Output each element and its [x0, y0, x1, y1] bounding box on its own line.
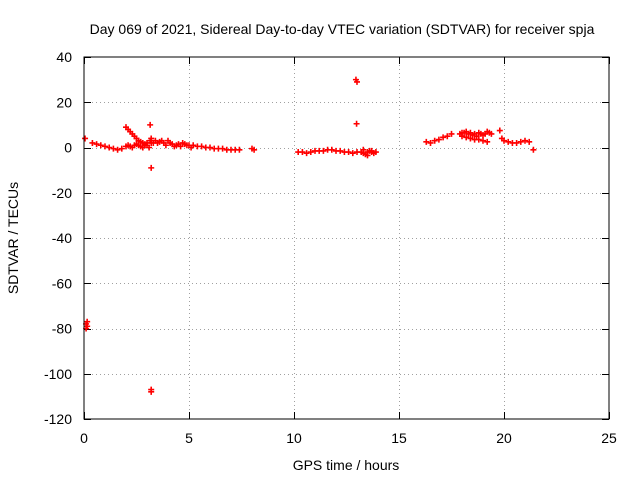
y-tick-label: -120: [44, 411, 72, 427]
data-point: [251, 146, 258, 153]
data-point: [459, 133, 465, 140]
data-point: [526, 138, 533, 145]
data-point: [183, 142, 190, 149]
x-tick-labels: 0 5 10 15 20 25: [80, 430, 617, 446]
x-axis-label: GPS time / hours: [293, 457, 400, 473]
data-point: [82, 135, 89, 142]
x-tick-label: 5: [185, 430, 193, 446]
data-point: [110, 145, 117, 152]
data-point: [89, 139, 96, 146]
data-point: [328, 146, 335, 153]
y-tick-labels: 40 20 0 -20 -40 -60 -80 -100 -120: [44, 49, 72, 427]
data-point: [496, 127, 503, 134]
data-point: [162, 142, 169, 149]
y-axis-label: SDTVAR / TECUs: [5, 182, 21, 294]
data-point: [175, 141, 182, 148]
data-point: [154, 139, 161, 146]
data-point: [188, 144, 195, 151]
data-point: [148, 388, 155, 395]
data-point: [147, 121, 154, 128]
y-tick-label: 40: [56, 49, 72, 65]
x-tick-label: 0: [80, 430, 88, 446]
data-point: [517, 138, 524, 145]
data-point: [353, 120, 360, 127]
data-point: [106, 144, 113, 151]
data-point: [444, 133, 451, 140]
data-point: [84, 323, 91, 330]
data-point: [488, 130, 495, 137]
y-tick-label: -60: [52, 275, 72, 291]
data-point: [484, 138, 491, 145]
data-point: [505, 138, 512, 145]
data-point: [219, 145, 226, 152]
data-points: [82, 76, 537, 395]
data-point: [448, 130, 455, 137]
data-point: [475, 136, 482, 143]
data-point: [144, 142, 150, 149]
y-tick-label: 0: [64, 140, 72, 156]
data-point: [114, 146, 121, 153]
data-point: [431, 137, 438, 144]
data-point: [467, 135, 474, 142]
data-point: [427, 139, 434, 146]
data-point: [167, 139, 174, 146]
data-point: [207, 144, 213, 151]
data-point: [97, 142, 104, 149]
data-point: [513, 139, 520, 146]
x-tick-label: 15: [391, 430, 407, 446]
data-point: [522, 137, 528, 144]
data-point: [349, 150, 356, 157]
data-point: [337, 147, 344, 154]
x-tick-label: 25: [601, 430, 617, 446]
y-tick-label: -40: [52, 230, 72, 246]
y-tick-label: -100: [44, 366, 72, 382]
data-point: [198, 143, 205, 150]
data-point: [320, 147, 327, 154]
data-point: [102, 143, 108, 150]
data-point: [148, 135, 155, 142]
data-point: [360, 146, 367, 153]
data-point: [423, 138, 430, 145]
data-point: [171, 143, 178, 150]
data-point: [440, 134, 447, 141]
data-point: [179, 139, 186, 146]
y-tick-label: -80: [52, 321, 72, 337]
data-point: [480, 137, 486, 144]
data-point: [345, 149, 352, 156]
data-point: [303, 150, 310, 157]
data-point: [148, 164, 155, 171]
grid-lines: [84, 57, 609, 419]
x-tick-label: 10: [286, 430, 302, 446]
y-tick-label: 20: [56, 94, 72, 110]
data-point: [501, 137, 507, 144]
data-point: [435, 136, 442, 143]
data-point: [354, 78, 360, 85]
chart-title: Day 069 of 2021, Sidereal Day-to-day VTE…: [90, 21, 595, 37]
x-tick-label: 20: [496, 430, 512, 446]
data-point: [93, 141, 100, 148]
data-point: [158, 137, 165, 144]
data-point: [368, 147, 375, 154]
data-point: [473, 133, 480, 140]
data-point: [530, 146, 537, 153]
data-point: [463, 134, 470, 141]
y-tick-label: -20: [52, 185, 72, 201]
data-point: [299, 149, 306, 156]
data-point: [118, 145, 125, 152]
data-point: [364, 152, 371, 159]
plot-frame: [83, 56, 610, 420]
data-point: [236, 146, 243, 153]
data-point: [307, 149, 314, 156]
data-point: [372, 149, 379, 156]
